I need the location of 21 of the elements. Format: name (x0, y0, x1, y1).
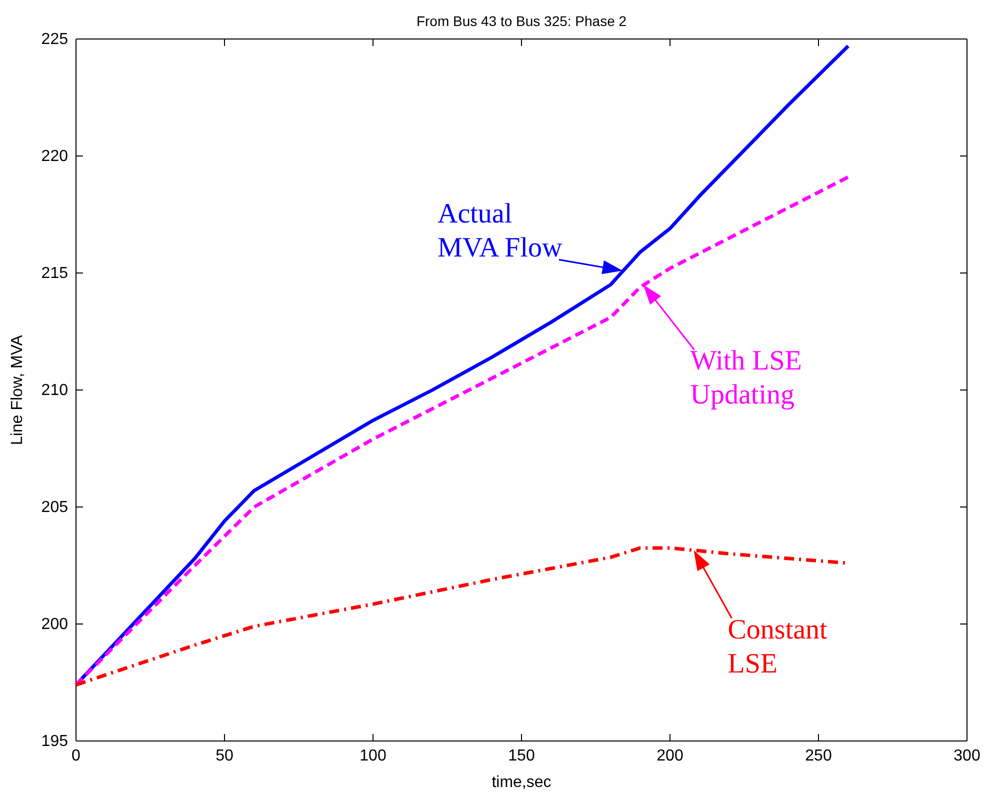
x-tick-label: 200 (656, 747, 684, 764)
x-tick-label: 50 (216, 747, 234, 764)
y-axis-title: Line Flow, MVA (9, 334, 26, 445)
x-tick-label: 100 (360, 747, 386, 764)
line-series (74, 175, 850, 687)
x-tick-label: 300 (954, 747, 980, 764)
y-tick-label: 210 (41, 382, 68, 400)
y-tick-label: 225 (41, 31, 68, 48)
y-tick-label: 195 (41, 733, 68, 750)
chart-title: From Bus 43 to Bus 325: Phase 2 (416, 13, 627, 29)
x-tick-label: 150 (508, 747, 535, 764)
y-tick-label: 220 (41, 148, 68, 166)
x-tick-label: 250 (805, 747, 832, 764)
annotation: Actual MVA Flow (437, 198, 564, 264)
x-tick-label: 0 (72, 747, 81, 764)
annotation: With LSE Updating (690, 346, 802, 411)
x-axis-title: time,sec (492, 774, 552, 791)
annotation: Constant LSE (728, 614, 828, 680)
y-tick-label: 205 (41, 499, 68, 516)
y-tick-label: 215 (41, 265, 68, 282)
y-tick-label: 200 (41, 616, 68, 634)
